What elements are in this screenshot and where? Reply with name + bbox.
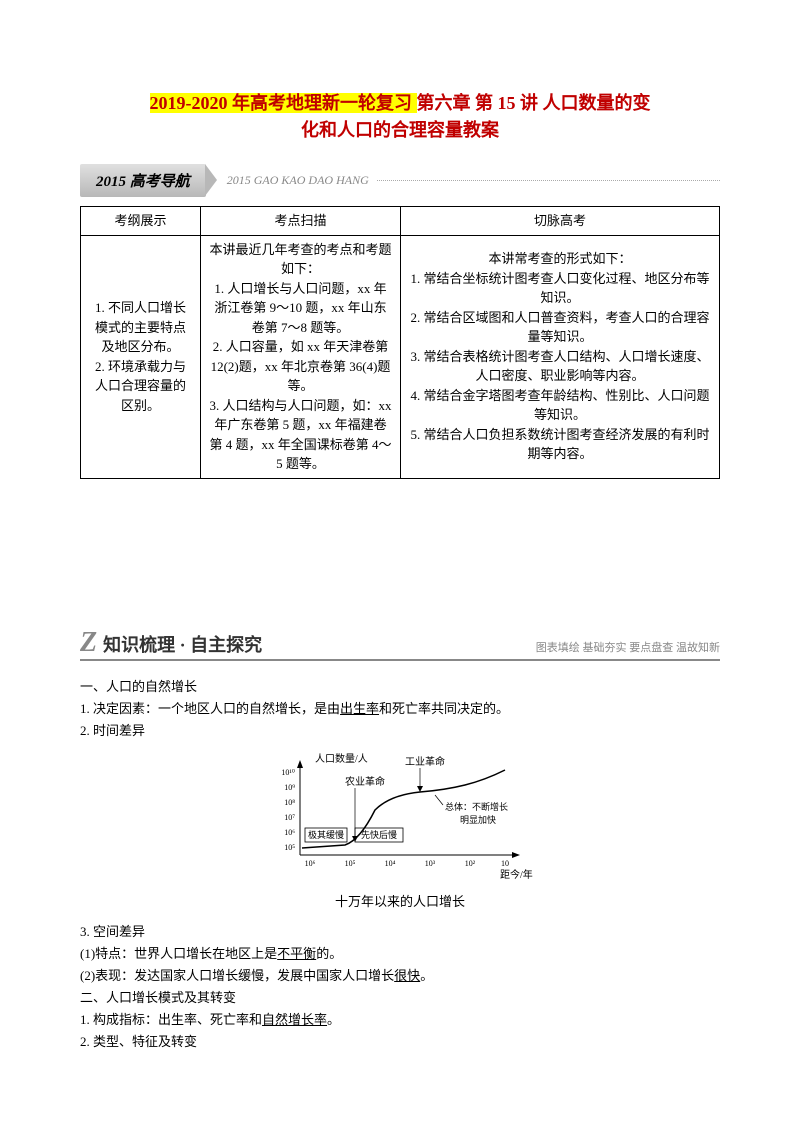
- svg-text:总体：不断增长: 总体：不断增长: [445, 801, 508, 812]
- svg-text:10⁵: 10⁵: [345, 859, 356, 868]
- blank-underline: 不平衡: [277, 946, 316, 961]
- title-text-1: 第六章 第 15 讲 人口数量的变: [417, 93, 651, 113]
- svg-text:10⁹: 10⁹: [284, 783, 295, 792]
- svg-text:10⁷: 10⁷: [284, 813, 295, 822]
- title-highlighted: 2019-2020 年高考地理新一轮复习: [150, 93, 417, 113]
- svg-text:10⁶: 10⁶: [284, 828, 295, 837]
- title-text-2: 化和人口的合理容量教案: [301, 120, 499, 140]
- svg-text:10²: 10²: [465, 859, 476, 868]
- banner-arrow-icon: [205, 164, 217, 196]
- svg-text:距今/年: 距今/年: [500, 868, 533, 880]
- svg-text:极其缓慢: 极其缓慢: [308, 829, 344, 840]
- table-cell: 1. 不同人口增长模式的主要特点及地区分布。2. 环境承载力与人口合理容量的区别…: [81, 235, 201, 478]
- table-header: 切脉高考: [401, 207, 720, 236]
- banner-label: 2015 高考导航: [80, 164, 206, 197]
- table-header-row: 考纲展示 考点扫描 切脉高考: [81, 207, 720, 236]
- svg-text:10³: 10³: [425, 859, 436, 868]
- content-body: 一、人口的自然增长 1. 决定因素：一个地区人口的自然增长，是由出生率和死亡率共…: [80, 676, 720, 1054]
- svg-text:10⁵: 10⁵: [284, 843, 295, 852]
- section-header: Z 知识梳理 · 自主探究 图表填绘 基础夯实 要点盘查 温故知新: [80, 629, 720, 661]
- paragraph: (1)特点：世界人口增长在地区上是不平衡的。: [80, 943, 720, 965]
- chart-caption: 十万年以来的人口增长: [80, 891, 720, 913]
- svg-text:工业革命: 工业革命: [405, 755, 445, 768]
- section-z-icon: Z: [80, 629, 97, 657]
- table-header: 考点扫描: [201, 207, 401, 236]
- svg-text:明显加快: 明显加快: [460, 814, 496, 825]
- svg-text:10⁸: 10⁸: [284, 798, 295, 807]
- heading-2: 二、人口增长模式及其转变: [80, 987, 720, 1009]
- paragraph: 1. 决定因素：一个地区人口的自然增长，是由出生率和死亡率共同决定的。: [80, 698, 720, 720]
- svg-text:农业革命: 农业革命: [345, 775, 385, 788]
- population-chart: 10¹⁰ 10⁹ 10⁸ 10⁷ 10⁶ 10⁵ 10⁶ 10⁵ 10⁴ 10³…: [80, 750, 720, 913]
- banner-subtitle: 2015 GAO KAO DAO HANG: [217, 173, 720, 188]
- paragraph: 2. 类型、特征及转变: [80, 1031, 720, 1053]
- banner-section: 2015 高考导航 2015 GAO KAO DAO HANG: [80, 164, 720, 196]
- table-header: 考纲展示: [81, 207, 201, 236]
- dots-decoration: [377, 180, 720, 181]
- table-cell: 本讲常考查的形式如下：1. 常结合坐标统计图考查人口变化过程、地区分布等知识。2…: [401, 235, 720, 478]
- section-subtitle: 图表填绘 基础夯实 要点盘查 温故知新: [262, 639, 720, 657]
- table-row: 1. 不同人口增长模式的主要特点及地区分布。2. 环境承载力与人口合理容量的区别…: [81, 235, 720, 478]
- paragraph: 1. 构成指标：出生率、死亡率和自然增长率。: [80, 1009, 720, 1031]
- svg-text:先快后慢: 先快后慢: [361, 829, 397, 840]
- section-title: 知识梳理 · 自主探究: [103, 635, 262, 657]
- document-title: 2019-2020 年高考地理新一轮复习 第六章 第 15 讲 人口数量的变 化…: [80, 90, 720, 144]
- blank-underline: 很快: [394, 968, 420, 983]
- svg-text:10⁶: 10⁶: [305, 859, 316, 868]
- svg-text:10⁴: 10⁴: [385, 859, 396, 868]
- svg-text:10¹⁰: 10¹⁰: [281, 768, 295, 777]
- table-cell: 本讲最近几年考查的考点和考题如下：1. 人口增长与人口问题，xx 年浙江卷第 9…: [201, 235, 401, 478]
- chart-svg: 10¹⁰ 10⁹ 10⁸ 10⁷ 10⁶ 10⁵ 10⁶ 10⁵ 10⁴ 10³…: [260, 750, 540, 880]
- paragraph: (2)表现：发达国家人口增长缓慢，发展中国家人口增长很快。: [80, 965, 720, 987]
- blank-underline: 自然增长率: [262, 1012, 327, 1027]
- svg-text:10: 10: [501, 859, 509, 868]
- heading-1: 一、人口的自然增长: [80, 676, 720, 698]
- blank-underline: 出生率: [340, 701, 379, 716]
- paragraph: 2. 时间差异: [80, 720, 720, 742]
- exam-outline-table: 考纲展示 考点扫描 切脉高考 1. 不同人口增长模式的主要特点及地区分布。2. …: [80, 206, 720, 479]
- svg-text:人口数量/人: 人口数量/人: [315, 752, 368, 765]
- paragraph: 3. 空间差异: [80, 921, 720, 943]
